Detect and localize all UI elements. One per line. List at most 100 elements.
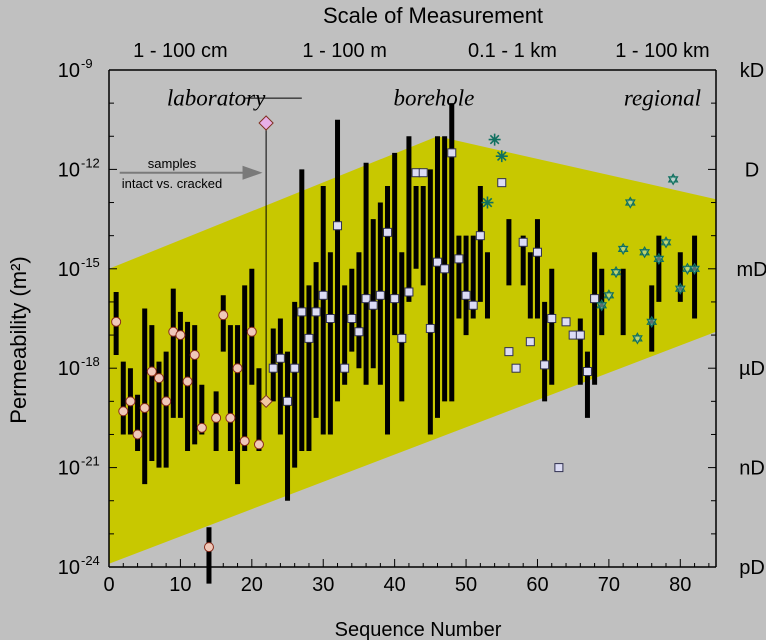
borehole-square-marker — [333, 221, 343, 231]
x-tick-label: 0 — [103, 574, 114, 596]
y-tick-exponent: -21 — [81, 454, 100, 469]
borehole-square-marker — [561, 317, 571, 327]
borehole-square-marker — [297, 307, 307, 317]
regional-star-marker — [667, 176, 679, 186]
y-tick-exponent: -15 — [81, 255, 100, 270]
lab-circle-marker — [125, 396, 136, 407]
x-axis-label: Sequence Number — [335, 619, 502, 640]
lab-circle-marker — [239, 436, 250, 447]
borehole-square-marker — [275, 353, 285, 363]
region-label: laboratory — [167, 86, 266, 111]
y-axis-label: Permeability (m²) — [6, 256, 31, 423]
regional-star-marker — [689, 265, 700, 275]
axes — [108, 69, 717, 568]
regional-star-marker — [624, 199, 636, 209]
lab-circle-marker — [132, 429, 143, 440]
borehole-square-marker — [311, 307, 321, 317]
scale-label: 1 - 100 m — [302, 40, 386, 62]
regional-star-marker — [610, 269, 622, 279]
borehole-square-marker — [383, 227, 393, 237]
regional-star-marker — [495, 150, 508, 163]
borehole-square-marker — [590, 294, 600, 304]
y-tick-exponent: -18 — [81, 354, 100, 369]
borehole-square-marker — [497, 178, 507, 188]
annotation-arrow-head — [242, 165, 263, 180]
regional-star-marker — [603, 292, 615, 302]
borehole-square-marker — [582, 367, 592, 377]
borehole-square-marker — [504, 347, 514, 357]
y-tick-label: 10 — [58, 159, 80, 181]
regional-star-marker — [674, 285, 686, 295]
borehole-square-marker — [511, 363, 521, 373]
x-tick-label: 60 — [526, 574, 548, 596]
borehole-square-marker — [347, 314, 357, 323]
lab-circle-marker — [161, 396, 172, 407]
right-tick-label: D — [745, 159, 759, 181]
borehole-square-marker — [440, 264, 450, 274]
borehole-square-marker — [475, 231, 485, 241]
borehole-square-marker — [368, 300, 378, 310]
regional-star-marker — [660, 239, 672, 249]
borehole-square-marker — [554, 463, 564, 473]
lab-diamond-marker — [258, 115, 274, 131]
borehole-square-marker — [540, 360, 550, 370]
regional-star-marker — [632, 335, 643, 345]
regional-star-marker — [488, 133, 501, 146]
x-tick-label: 40 — [384, 574, 406, 596]
borehole-square-marker — [268, 363, 278, 373]
right-tick-label: nD — [739, 458, 765, 480]
y-tick-exponent: -24 — [81, 553, 100, 568]
lab-circle-marker — [146, 366, 157, 377]
right-tick-label: pD — [739, 557, 765, 579]
borehole-square-marker — [532, 247, 542, 257]
borehole-square-marker — [525, 337, 535, 347]
borehole-square-marker — [404, 287, 414, 297]
regional-star-marker — [639, 249, 650, 259]
borehole-square-marker — [375, 290, 385, 300]
borehole-square-marker — [325, 314, 335, 323]
borehole-square-marker — [432, 257, 442, 267]
x-tick-label: 10 — [169, 574, 191, 596]
scale-label: 1 - 100 km — [615, 40, 709, 62]
borehole-square-marker — [461, 290, 471, 300]
lab-circle-marker — [196, 422, 207, 433]
lab-circle-marker — [182, 376, 193, 387]
borehole-square-marker — [354, 327, 364, 337]
x-tick-label: 80 — [669, 574, 691, 596]
data-markers — [111, 115, 700, 553]
borehole-square-marker — [361, 294, 371, 304]
lab-circle-marker — [175, 330, 186, 341]
borehole-square-marker — [290, 363, 300, 373]
y-tick-exponent: -9 — [81, 56, 93, 71]
permeability-band — [109, 136, 716, 564]
borehole-square-marker — [304, 333, 314, 343]
lab-circle-marker — [118, 406, 129, 417]
chart-title: Scale of Measurement — [323, 3, 543, 28]
lab-circle-marker — [225, 412, 236, 423]
x-tick-label: 50 — [455, 574, 477, 596]
borehole-square-marker — [390, 294, 400, 304]
regional-star-marker — [653, 255, 665, 266]
borehole-square-marker — [340, 363, 350, 373]
regional-star-marker — [682, 265, 693, 275]
region-label: regional — [624, 86, 701, 111]
borehole-square-marker — [318, 290, 328, 300]
y-tick-label: 10 — [58, 557, 80, 579]
scale-label: 0.1 - 1 km — [468, 40, 557, 62]
borehole-square-marker — [418, 168, 428, 178]
borehole-square-marker — [468, 300, 478, 310]
region-label: borehole — [393, 86, 474, 111]
y-tick-label: 10 — [58, 358, 80, 380]
lab-circle-marker — [189, 349, 200, 360]
lab-circle-marker — [232, 363, 243, 374]
annotation-text: samples — [148, 156, 197, 171]
regional-star-marker — [596, 302, 608, 312]
regional-star-marker — [481, 196, 494, 209]
lab-circle-marker — [253, 439, 264, 450]
borehole-square-marker — [283, 396, 293, 406]
scale-label: 1 - 100 cm — [133, 40, 227, 62]
x-tick-label: 20 — [241, 574, 263, 596]
x-tick-label: 30 — [312, 574, 334, 596]
